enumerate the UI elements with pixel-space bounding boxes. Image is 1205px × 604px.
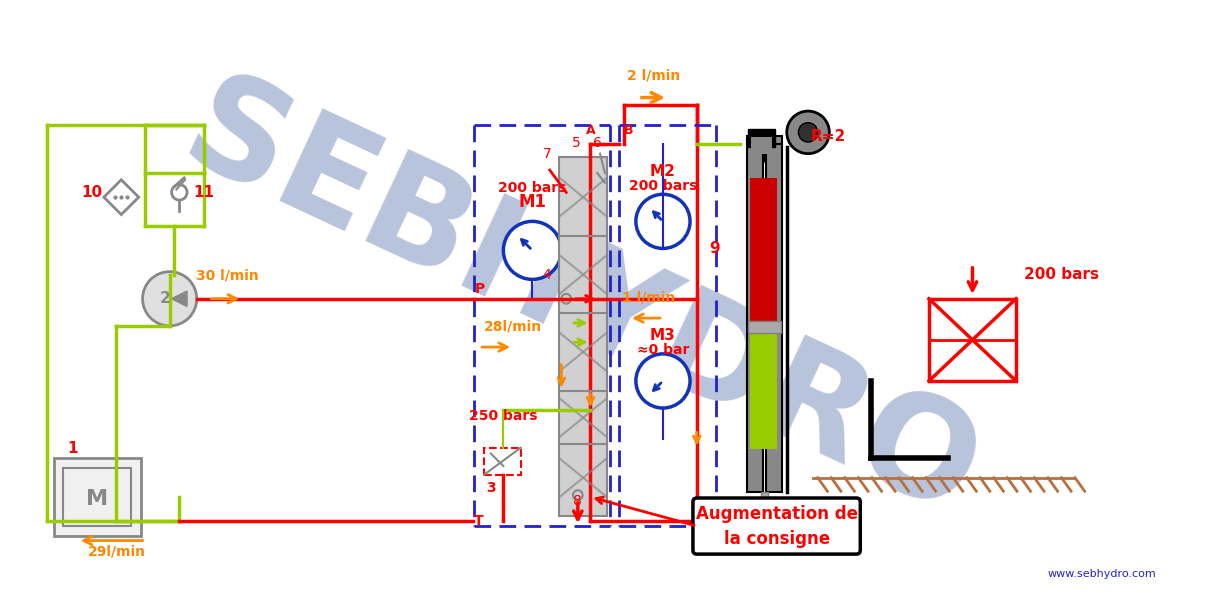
Circle shape — [636, 354, 690, 408]
Text: 8: 8 — [574, 493, 582, 508]
Text: M1: M1 — [518, 193, 546, 211]
Text: 2: 2 — [159, 291, 170, 306]
Text: 200 bars: 200 bars — [629, 179, 698, 193]
Circle shape — [799, 123, 818, 142]
Circle shape — [636, 194, 690, 248]
Circle shape — [787, 111, 829, 153]
Text: 250 bars: 250 bars — [469, 409, 537, 423]
Text: SEBHYDRO: SEBHYDRO — [164, 61, 998, 546]
Text: 30 l/min: 30 l/min — [196, 268, 259, 283]
Text: 1: 1 — [67, 441, 78, 456]
Text: M3: M3 — [649, 329, 676, 343]
Bar — [747, 137, 782, 144]
Text: 10: 10 — [82, 185, 102, 200]
Text: 28l/min: 28l/min — [484, 320, 542, 333]
Text: 1 l/min: 1 l/min — [622, 291, 675, 304]
Bar — [748, 129, 775, 147]
Text: 200 bars: 200 bars — [1024, 268, 1099, 283]
Text: 2 l/min: 2 l/min — [627, 68, 680, 82]
Bar — [484, 448, 521, 475]
Bar — [760, 492, 769, 550]
Bar — [747, 144, 763, 492]
Text: B: B — [624, 124, 634, 137]
Bar — [748, 321, 781, 333]
Text: www.sebhydro.com: www.sebhydro.com — [1047, 570, 1157, 579]
Bar — [750, 178, 777, 323]
Circle shape — [504, 221, 562, 280]
Circle shape — [142, 272, 196, 326]
Bar — [766, 144, 782, 492]
Text: 5: 5 — [571, 136, 581, 150]
Bar — [63, 468, 131, 526]
Text: 6: 6 — [593, 136, 601, 150]
Bar — [929, 299, 1016, 381]
Text: 3: 3 — [486, 481, 495, 495]
Text: Augmentation de
la consigne: Augmentation de la consigne — [695, 504, 858, 548]
FancyBboxPatch shape — [693, 498, 860, 554]
Text: M: M — [86, 489, 108, 509]
Text: 9: 9 — [709, 241, 719, 256]
Text: 200 bars: 200 bars — [498, 181, 566, 195]
Polygon shape — [171, 291, 187, 306]
Text: ≈0 bar: ≈0 bar — [636, 343, 689, 357]
Text: T: T — [475, 514, 484, 528]
Text: 29l/min: 29l/min — [88, 544, 146, 558]
Text: P: P — [475, 282, 484, 296]
Text: A: A — [586, 124, 595, 137]
Bar — [750, 328, 777, 449]
Text: 4: 4 — [542, 268, 551, 283]
Text: 7: 7 — [542, 147, 551, 161]
Bar — [559, 156, 607, 516]
Text: M2: M2 — [649, 164, 676, 179]
Text: R=2: R=2 — [811, 129, 846, 144]
Bar — [53, 458, 141, 536]
Text: 11: 11 — [193, 185, 214, 200]
Bar — [751, 137, 772, 153]
